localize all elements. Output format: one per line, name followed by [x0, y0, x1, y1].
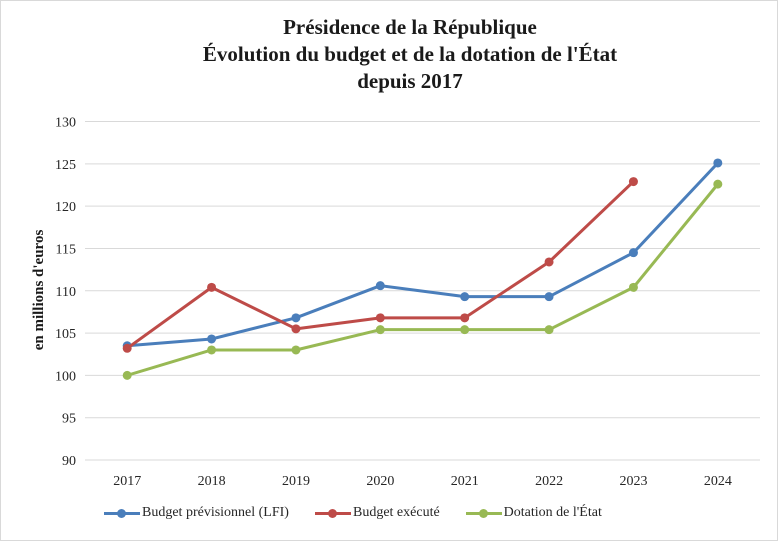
series-line	[127, 161, 719, 348]
data-point	[207, 282, 217, 292]
x-tick-label: 2024	[704, 474, 732, 489]
data-point	[207, 334, 217, 344]
y-tick-label: 120	[55, 200, 76, 215]
data-point	[122, 343, 132, 353]
x-tick-label: 2020	[366, 474, 394, 489]
legend-item: Dotation de l'État	[465, 505, 602, 521]
y-tick-label: 90	[62, 454, 76, 469]
data-point	[628, 177, 638, 187]
legend-marker-icon	[465, 507, 502, 519]
chart-title-line-2: Évolution du budget et de la dotation de…	[202, 42, 618, 66]
data-point	[291, 345, 301, 355]
data-point	[122, 370, 132, 380]
legend-label: Budget exécuté	[352, 505, 440, 520]
y-tick-label: 95	[62, 412, 76, 427]
series-budget-ex-cut-	[122, 177, 638, 353]
x-tick-label: 2021	[451, 474, 479, 489]
data-point	[460, 325, 470, 335]
y-axis-label: en millions d'euros	[31, 230, 47, 351]
data-point	[291, 324, 301, 334]
legend: Budget prévisionnel (LFI) Budget exécuté D…	[104, 505, 602, 521]
x-tick-label: 2018	[198, 474, 226, 489]
data-point	[713, 158, 723, 168]
data-point	[544, 292, 554, 302]
series-budget-pr-visionnel-lfi-	[122, 158, 723, 351]
chart-title-line-3: depuis 2017	[357, 69, 463, 93]
legend-item: Budget prévisionnel (LFI)	[104, 505, 289, 521]
chart-title-line-1: Présidence de la République	[283, 15, 537, 39]
chart-title: Présidence de la République Évolution du…	[90, 14, 730, 95]
series-line	[126, 183, 719, 377]
x-tick-label: 2023	[619, 474, 647, 489]
gridlines	[85, 121, 760, 461]
y-tick-label: 105	[55, 327, 76, 342]
data-point	[628, 248, 638, 258]
y-tick-label: 125	[55, 158, 76, 173]
legend-marker-icon	[104, 507, 140, 519]
x-tick-label: 2019	[282, 474, 310, 489]
data-point	[460, 292, 470, 302]
y-tick-label: 110	[56, 285, 76, 300]
legend-label: Dotation de l'État	[503, 505, 602, 520]
x-tick-label: 2022	[535, 474, 563, 489]
data-point	[544, 325, 554, 335]
data-point	[460, 313, 470, 323]
data-point	[291, 313, 301, 323]
y-tick-label: 100	[55, 369, 76, 384]
y-axis-ticks: 90 95 100 105 110 115 120 125 130	[55, 116, 76, 470]
data-point	[375, 281, 385, 291]
legend-label: Budget prévisionnel (LFI)	[142, 505, 289, 520]
x-tick-label: 2017	[113, 474, 141, 489]
data-point	[207, 345, 217, 355]
y-tick-label: 115	[56, 242, 76, 257]
data-point	[375, 325, 385, 335]
x-axis-ticks: 2017 2018 2019 2020 2021 2022 2023 2024	[113, 474, 732, 489]
data-point	[544, 257, 554, 267]
y-tick-label: 130	[55, 116, 76, 131]
series-dotation-de-l-tat	[122, 179, 723, 380]
data-point	[713, 179, 723, 189]
legend-marker-icon	[314, 507, 351, 519]
legend-item: Budget exécuté	[314, 505, 440, 521]
data-point	[628, 282, 638, 292]
data-point	[375, 313, 385, 323]
series-group	[122, 158, 723, 380]
